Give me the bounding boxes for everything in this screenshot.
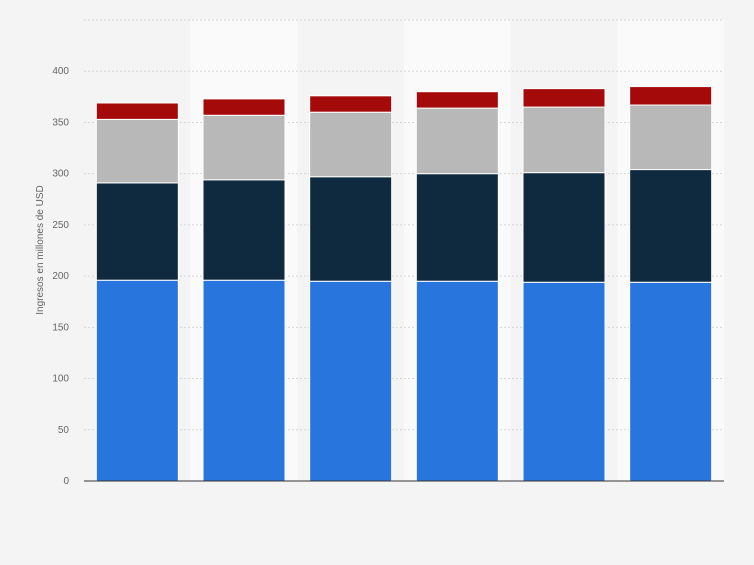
- y-tick-label: 50: [58, 425, 70, 436]
- y-axis-label: Ingresos en millones de USD: [35, 185, 46, 315]
- bar-segment-series-1: [202, 279, 286, 482]
- bar-segment-series-3: [95, 118, 179, 184]
- bar-segment-series-2: [309, 176, 393, 282]
- y-tick-label: 0: [63, 476, 69, 487]
- bar-segment-series-1: [95, 279, 179, 482]
- y-tick-label: 150: [52, 322, 69, 333]
- bar-segment-series-4: [309, 95, 393, 113]
- bar-segment-series-3: [629, 104, 713, 171]
- bar-segment-series-1: [309, 280, 393, 482]
- bar-segment-series-3: [415, 107, 499, 175]
- bar-segment-series-3: [309, 111, 393, 178]
- y-tick-label: 100: [52, 374, 69, 385]
- y-tick-label: 250: [52, 220, 69, 231]
- bar-segment-series-2: [95, 182, 179, 281]
- bar-segment-series-2: [629, 169, 713, 283]
- y-tick-label: 300: [52, 169, 69, 180]
- bar-segment-series-4: [202, 98, 286, 116]
- bar-segment-series-4: [415, 91, 499, 109]
- y-tick-label: 400: [52, 66, 69, 77]
- bar-segment-series-4: [95, 102, 179, 120]
- y-tick-label: 350: [52, 117, 69, 128]
- bar-segment-series-2: [415, 173, 499, 282]
- bar-segment-series-4: [629, 86, 713, 106]
- gridlines: [84, 19, 724, 431]
- bar-segment-series-2: [202, 179, 286, 281]
- y-tick-label: 200: [52, 271, 69, 282]
- bar-segment-series-1: [522, 281, 606, 482]
- bar-segment-series-1: [629, 281, 713, 482]
- bars: [95, 86, 713, 482]
- bar-segment-series-2: [522, 172, 606, 283]
- y-axis-ticks: 0 50 100 150 200 250 300 350 400: [52, 66, 69, 487]
- bar-segment-series-3: [522, 106, 606, 174]
- bar-segment-series-1: [415, 280, 499, 482]
- bar-segment-series-3: [202, 114, 286, 181]
- bar-segment-series-4: [522, 88, 606, 108]
